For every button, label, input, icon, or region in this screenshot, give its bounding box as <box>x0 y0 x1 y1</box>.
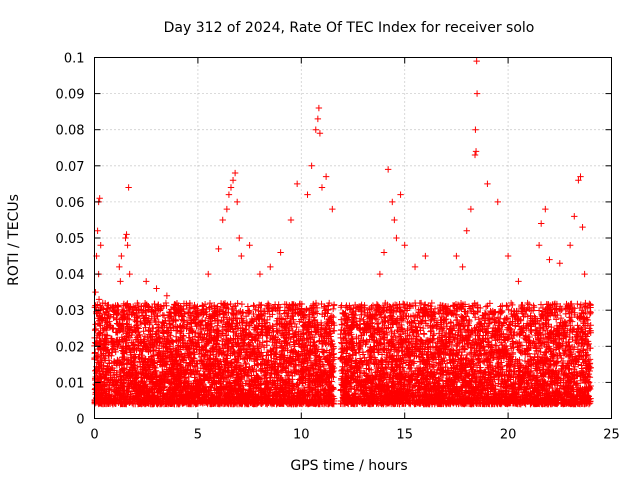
data-points <box>91 57 594 408</box>
data-point <box>238 300 246 308</box>
data-point <box>153 328 161 335</box>
data-point <box>250 303 258 310</box>
data-point <box>219 323 226 331</box>
data-point <box>266 374 274 381</box>
data-point <box>138 303 145 310</box>
data-point <box>109 303 117 310</box>
data-point <box>186 309 194 316</box>
data-point <box>280 353 287 361</box>
data-point <box>130 339 137 347</box>
data-point <box>196 330 204 338</box>
data-point <box>177 303 184 310</box>
data-point <box>100 362 107 369</box>
data-point <box>102 300 109 307</box>
data-point <box>167 332 174 339</box>
data-point <box>314 310 321 317</box>
data-point <box>330 301 338 308</box>
data-point <box>338 316 345 323</box>
data-point <box>329 305 337 313</box>
data-point <box>191 374 198 381</box>
chart-title: Day 312 of 2024, Rate Of TEC Index for r… <box>164 20 535 36</box>
data-point <box>250 310 257 318</box>
data-point <box>250 368 257 376</box>
data-point <box>199 302 206 309</box>
data-point <box>263 349 271 356</box>
data-point <box>210 302 218 309</box>
data-point <box>215 311 223 318</box>
data-point <box>293 323 300 331</box>
data-point <box>320 362 327 370</box>
data-point <box>276 304 284 311</box>
data-point <box>227 300 234 308</box>
data-point <box>310 333 318 341</box>
data-point <box>257 302 264 309</box>
data-point <box>246 344 254 352</box>
data-point <box>255 301 263 309</box>
data-point <box>263 337 271 345</box>
data-point <box>330 313 337 321</box>
